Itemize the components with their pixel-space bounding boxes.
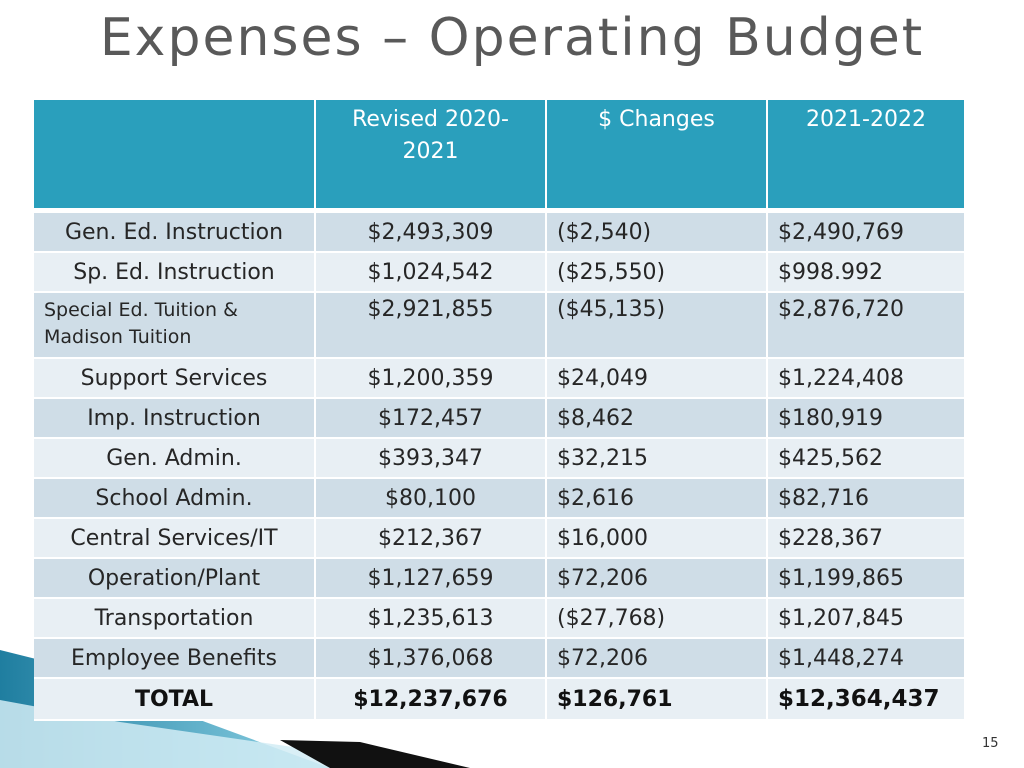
row-revised: $212,367: [315, 518, 547, 559]
row-budget: $82,716: [767, 478, 964, 519]
row-budget: $1,199,865: [767, 558, 964, 599]
row-revised: $1,235,613: [315, 598, 547, 639]
row-budget: $425,562: [767, 438, 964, 479]
header-revised: Revised 2020-2021: [315, 100, 547, 213]
row-category: Gen. Admin.: [34, 438, 316, 479]
header-budget: 2021-2022: [767, 100, 964, 213]
table-row: Special Ed. Tuition & Madison Tuition $2…: [34, 292, 964, 359]
table-row: Imp. Instruction $172,457 $8,462 $180,91…: [34, 398, 964, 439]
header-revised-label: Revised 2020-2021: [352, 107, 509, 164]
row-category: Support Services: [34, 358, 316, 399]
row-budget: $2,876,720: [767, 292, 964, 359]
total-row: TOTAL $12,237,676 $126,761 $12,364,437: [34, 678, 964, 721]
table-row: Gen. Ed. Instruction $2,493,309 ($2,540)…: [34, 210, 964, 253]
row-budget: $1,448,274: [767, 638, 964, 679]
row-revised: $80,100: [315, 478, 547, 519]
row-budget: $998.992: [767, 252, 964, 293]
row-change: $8,462: [546, 398, 768, 439]
table-row: School Admin. $80,100 $2,616 $82,716: [34, 478, 964, 519]
row-change: $72,206: [546, 558, 768, 599]
row-revised: $1,024,542: [315, 252, 547, 293]
row-category: School Admin.: [34, 478, 316, 519]
row-category: Special Ed. Tuition & Madison Tuition: [34, 292, 316, 359]
row-revised: $1,127,659: [315, 558, 547, 599]
header-category: [34, 100, 316, 213]
row-budget: $180,919: [767, 398, 964, 439]
row-revised: $172,457: [315, 398, 547, 439]
total-category: TOTAL: [34, 678, 316, 721]
table-header-row: Revised 2020-2021 $ Changes 2021-2022: [34, 100, 964, 213]
table-row: Central Services/IT $212,367 $16,000 $22…: [34, 518, 964, 559]
budget-table: Revised 2020-2021 $ Changes 2021-2022 Ge…: [34, 100, 964, 721]
row-change: $32,215: [546, 438, 768, 479]
row-budget: $1,207,845: [767, 598, 964, 639]
row-change: ($45,135): [546, 292, 768, 359]
row-change: ($25,550): [546, 252, 768, 293]
row-category: Central Services/IT: [34, 518, 316, 559]
corner-swoosh-dark: [280, 740, 470, 768]
row-change: $24,049: [546, 358, 768, 399]
row-change: $2,616: [546, 478, 768, 519]
row-revised: $1,200,359: [315, 358, 547, 399]
row-change: ($27,768): [546, 598, 768, 639]
row-category: Sp. Ed. Instruction: [34, 252, 316, 293]
row-revised: $1,376,068: [315, 638, 547, 679]
table-row: Gen. Admin. $393,347 $32,215 $425,562: [34, 438, 964, 479]
row-category: Employee Benefits: [34, 638, 316, 679]
table-row: Sp. Ed. Instruction $1,024,542 ($25,550)…: [34, 252, 964, 293]
row-category: Transportation: [34, 598, 316, 639]
table-row: Transportation $1,235,613 ($27,768) $1,2…: [34, 598, 964, 639]
total-revised: $12,237,676: [315, 678, 547, 721]
row-revised: $393,347: [315, 438, 547, 479]
header-changes: $ Changes: [546, 100, 768, 213]
table-row: Employee Benefits $1,376,068 $72,206 $1,…: [34, 638, 964, 679]
table-row: Operation/Plant $1,127,659 $72,206 $1,19…: [34, 558, 964, 599]
total-change: $126,761: [546, 678, 768, 721]
row-category: Imp. Instruction: [34, 398, 316, 439]
row-category: Operation/Plant: [34, 558, 316, 599]
row-revised: $2,493,309: [315, 210, 547, 253]
row-revised: $2,921,855: [315, 292, 547, 359]
row-change: $72,206: [546, 638, 768, 679]
row-budget: $1,224,408: [767, 358, 964, 399]
total-budget: $12,364,437: [767, 678, 964, 721]
page-title: Expenses – Operating Budget: [99, 8, 925, 68]
row-category: Gen. Ed. Instruction: [34, 210, 316, 253]
row-budget: $228,367: [767, 518, 964, 559]
row-change: $16,000: [546, 518, 768, 559]
row-change: ($2,540): [546, 210, 768, 253]
table-row: Support Services $1,200,359 $24,049 $1,2…: [34, 358, 964, 399]
row-budget: $2,490,769: [767, 210, 964, 253]
page-number: 15: [982, 736, 999, 751]
